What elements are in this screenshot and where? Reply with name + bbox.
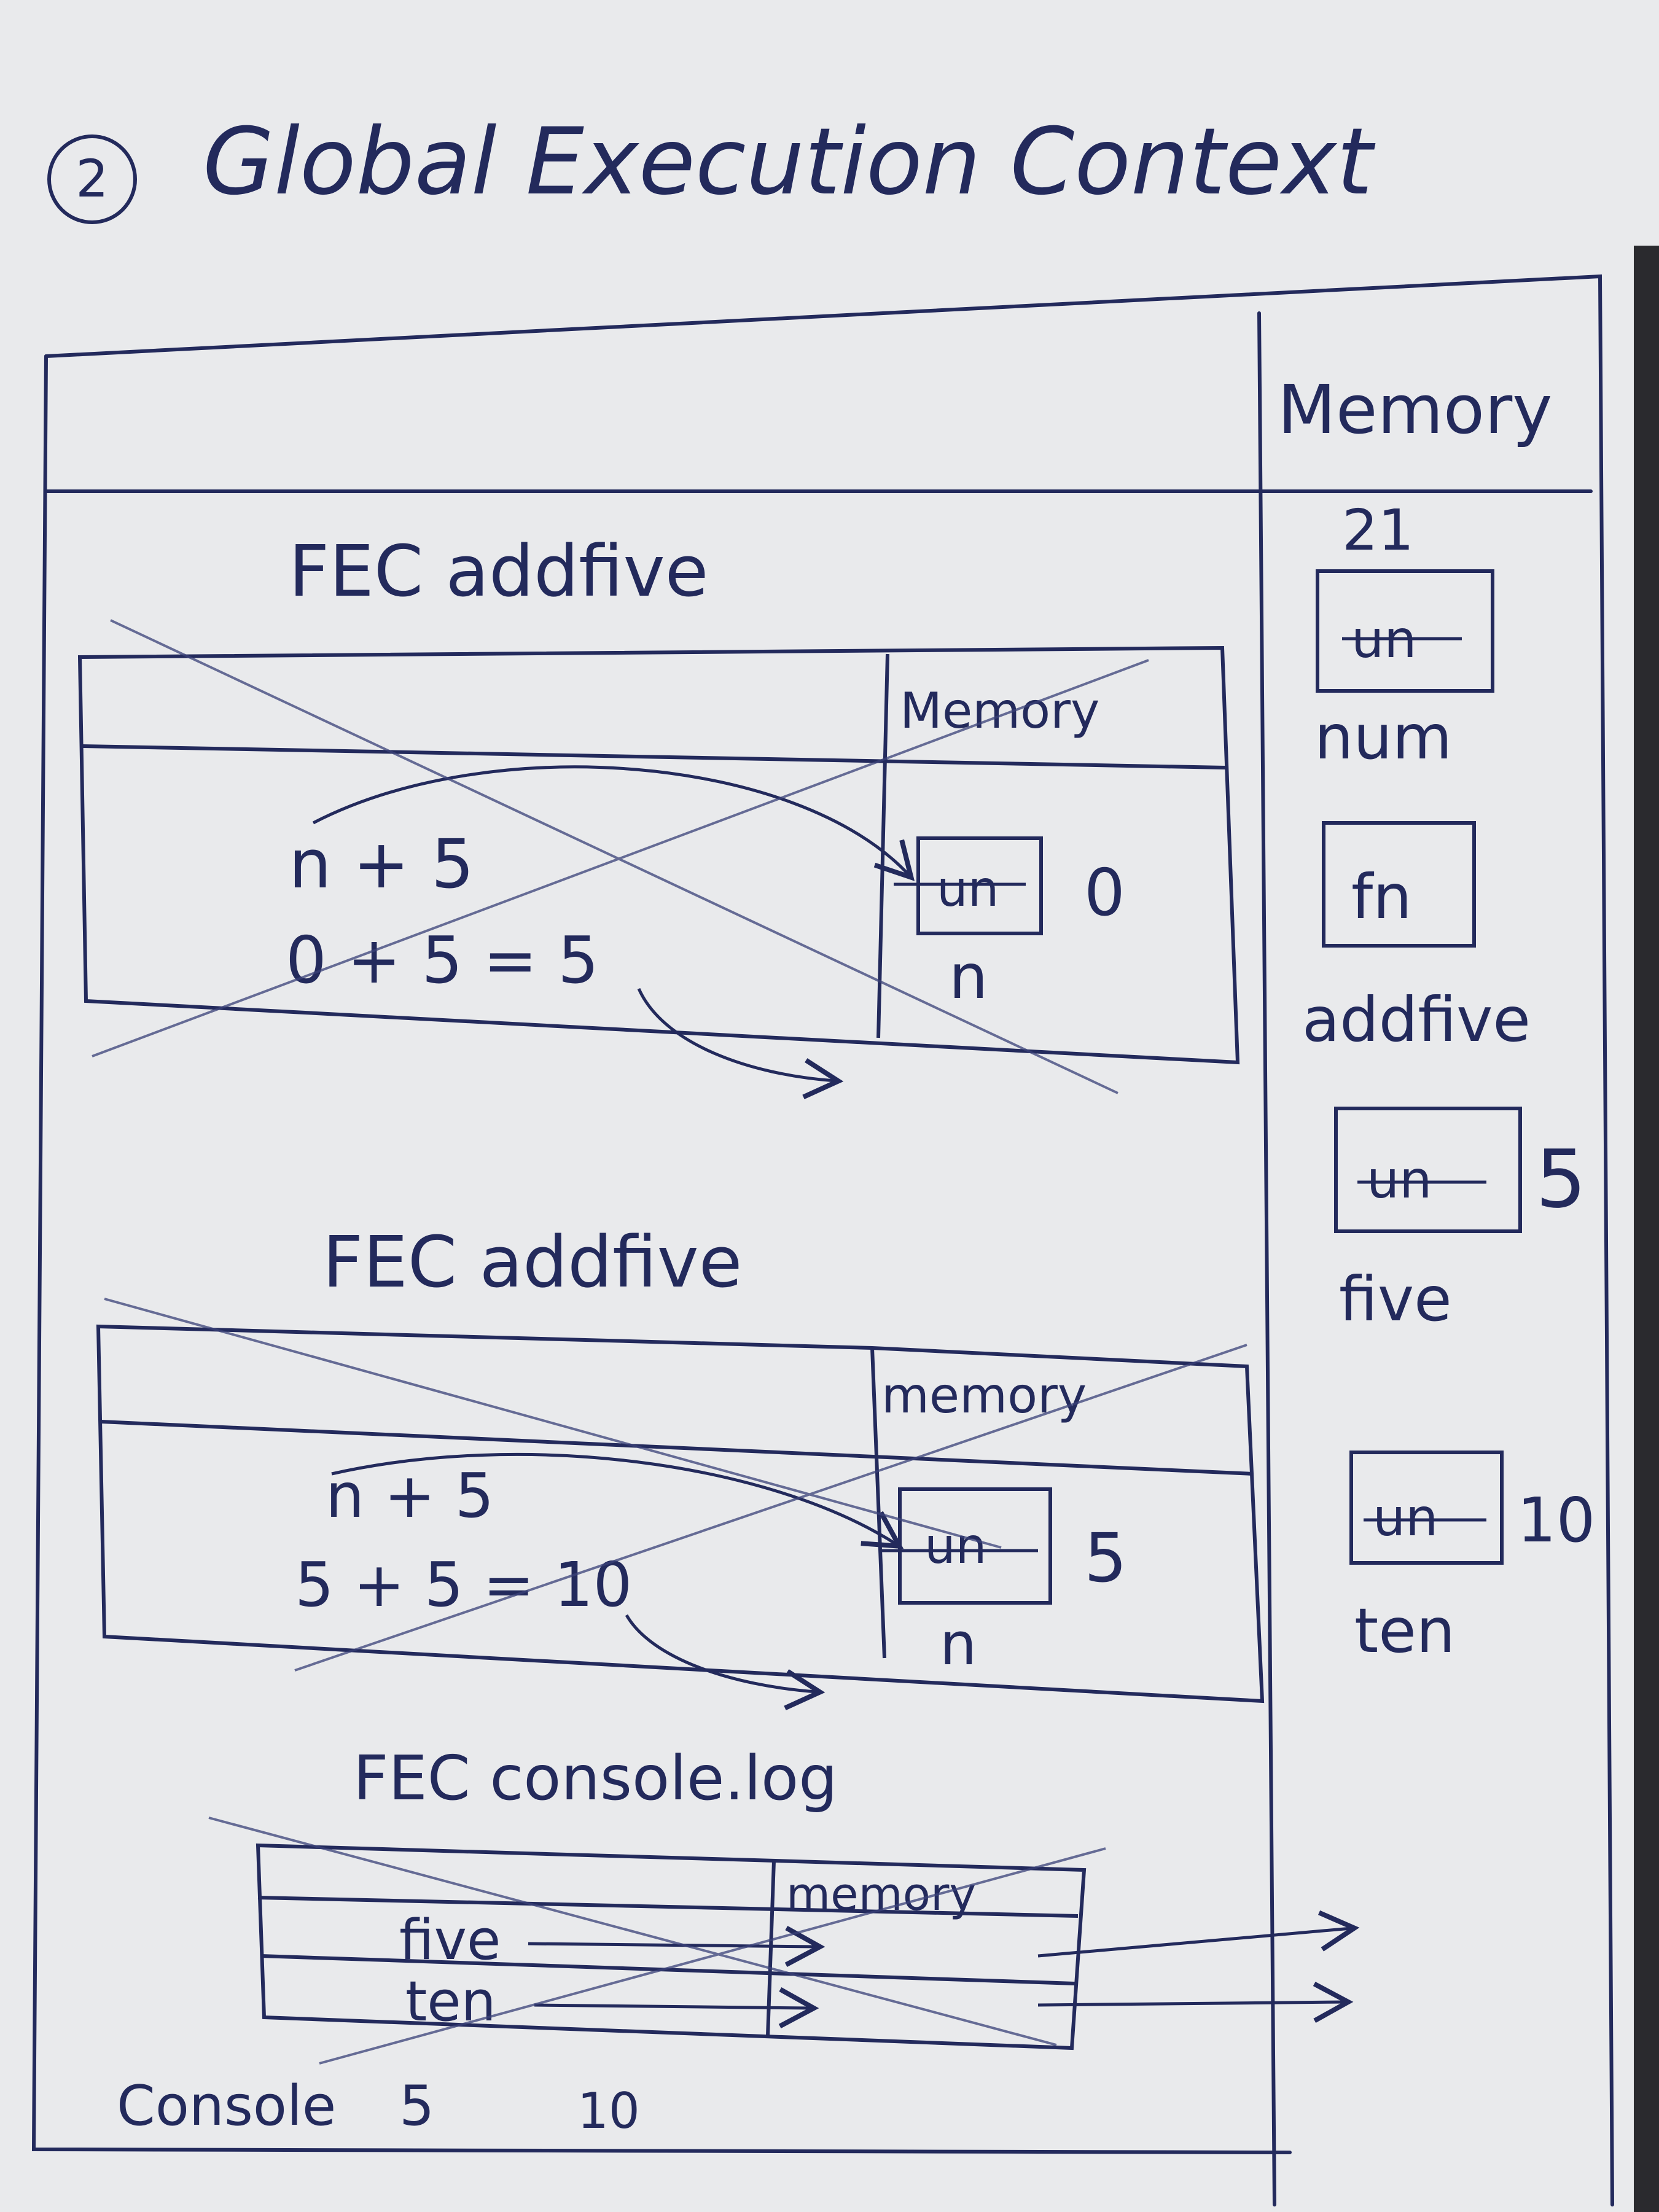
five-value: 5 [1536, 1132, 1587, 1226]
fec1-memory-name: n [949, 941, 988, 1013]
fec1-strike-1 [110, 619, 1118, 1094]
global-memory-entry-five: un 5 five [1334, 1107, 1587, 1335]
global-memory-entry-addfive: fn addfive [1302, 821, 1531, 1056]
fec2-memory-divider [870, 1347, 886, 1659]
addfive-box [1322, 821, 1476, 948]
title-number: 2 [76, 149, 108, 209]
fec2-title: FEC addfive [322, 1221, 742, 1304]
fec1-cross-out [92, 619, 1149, 1094]
fec2-memory-name: n [940, 1611, 977, 1678]
fec1-return-arrow [637, 987, 844, 1099]
five-box-label: un [1367, 1150, 1432, 1210]
fec2-memory-box-label: un [924, 1517, 986, 1575]
fec1-code-line-1: n + 5 [289, 825, 474, 903]
fec1-memory-value: 0 [1084, 855, 1125, 930]
fec2-header-line [101, 1420, 1254, 1476]
fec3-arrow-five [528, 1925, 826, 1967]
fec2-param-arrow [331, 1452, 904, 1549]
gec-frame [31, 274, 1614, 2206]
five-name: five [1339, 1263, 1452, 1335]
fec1-strike-2 [92, 659, 1149, 1057]
fec2-box [96, 1324, 1265, 1704]
console-output-2: 10 [577, 2082, 640, 2140]
fec2-return-arrow [625, 1614, 826, 1710]
addfive-box-label: fn [1351, 861, 1412, 933]
fec3-lookup-arrow-ten [1037, 1981, 1354, 2023]
fec2-strike-1 [104, 1298, 1002, 1549]
fec2-strike-2 [294, 1344, 1247, 1672]
gec-top-right-border [44, 274, 1614, 2206]
console-output-1: 5 [399, 2074, 434, 2138]
fec1-memory-box-label: un [937, 860, 999, 917]
fec2-outline [96, 1324, 1265, 1704]
fec2-code-line-1: n + 5 [326, 1460, 494, 1532]
five-box [1334, 1107, 1522, 1233]
fec3-cross-out [208, 1817, 1106, 2065]
addfive-name: addfive [1302, 984, 1531, 1056]
fec1-outline [77, 645, 1240, 1065]
page-edge-shadow [1634, 246, 1659, 2212]
title-number-circle [47, 134, 137, 224]
fec-console-log: FEC console.log memory five ten [208, 1742, 1360, 2065]
num-box [1316, 569, 1494, 693]
page-title: 2 Global Execution Context [47, 109, 1376, 224]
fec3-arg-ten: ten [405, 1969, 496, 2034]
fec3-header-line [257, 1896, 1079, 1918]
fec1-param-arrow [312, 765, 915, 881]
fec3-row-line [260, 1954, 1075, 1985]
gec-left-bottom-border [31, 354, 1292, 2154]
fec1-code-line-2: 0 + 5 = 5 [286, 923, 599, 998]
fec-addfive-second: FEC addfive memory n + 5 5 + 5 = 10 un 5… [96, 1221, 1265, 1710]
fec3-strike-1 [208, 1817, 1057, 2046]
fec3-memory-header: memory [786, 1868, 976, 1921]
fec-addfive-first: FEC addfive Memory n + 5 0 + 5 = 5 un 0 … [77, 531, 1240, 1099]
fec1-title: FEC addfive [289, 531, 708, 613]
fec3-strike-2 [319, 1847, 1106, 2065]
gec-memory-divider [1257, 311, 1276, 2206]
fec2-memory-value: 5 [1084, 1519, 1127, 1597]
fec3-arrows [528, 1910, 1360, 2028]
global-memory-entry-num: 21 un num [1314, 497, 1494, 773]
fec1-header-line [82, 744, 1226, 769]
console-output: Console 5 10 [117, 2074, 640, 2140]
num-value: 21 [1342, 497, 1414, 563]
console-label: Console [117, 2074, 336, 2138]
ten-value: 10 [1517, 1484, 1595, 1556]
fec3-lookup-arrow-five [1037, 1910, 1360, 1958]
ten-name: ten [1354, 1595, 1455, 1667]
title-text: Global Execution Context [203, 109, 1376, 216]
fec2-cross-out [104, 1298, 1247, 1672]
global-memory-entry-ten: un 10 ten [1349, 1451, 1595, 1667]
ten-box [1349, 1451, 1504, 1565]
gec-memory-header: Memory [1278, 370, 1552, 449]
fec3-title: FEC console.log [353, 1742, 838, 1814]
fec3-arg-five: five [399, 1908, 501, 1972]
fec2-memory-header: memory [881, 1367, 1087, 1424]
fec3-outline [256, 1843, 1087, 2050]
fec2-code-line-2: 5 + 5 = 10 [295, 1549, 632, 1621]
num-name: num [1314, 701, 1452, 773]
ten-box-label: un [1373, 1487, 1438, 1548]
fec3-arrow-ten [534, 1987, 819, 2028]
